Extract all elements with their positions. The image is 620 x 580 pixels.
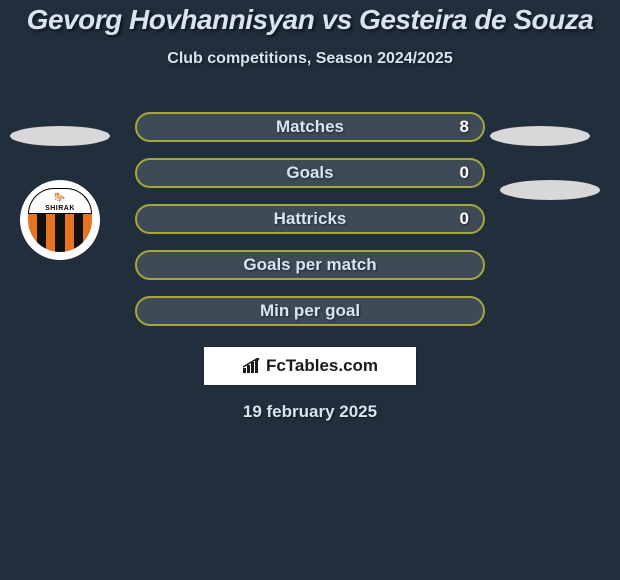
stat-row: Hattricks 0	[135, 204, 485, 234]
stat-label: Matches	[276, 117, 344, 137]
stat-value-right: 0	[460, 209, 469, 229]
oval-top-right	[490, 126, 590, 146]
shirak-stripes	[28, 214, 92, 252]
oval-top-left	[10, 126, 110, 146]
club-name: SHIRAK	[45, 205, 75, 212]
horse-icon: 🐎	[54, 193, 66, 202]
subtitle: Club competitions, Season 2024/2025	[0, 50, 620, 68]
club-badge-left: 🐎 SHIRAK	[20, 180, 100, 260]
chart-icon	[242, 358, 262, 374]
stat-row: Matches 8	[135, 112, 485, 142]
page-title: Gevorg Hovhannisyan vs Gesteira de Souza	[0, 0, 620, 36]
oval-mid-right	[500, 180, 600, 200]
shirak-logo: 🐎 SHIRAK	[28, 188, 92, 252]
stat-label: Hattricks	[274, 209, 347, 229]
stat-row: Goals 0	[135, 158, 485, 188]
stat-label: Goals per match	[243, 255, 376, 275]
stat-value-right: 8	[460, 117, 469, 137]
stat-label: Min per goal	[260, 301, 360, 321]
brand-box[interactable]: FcTables.com	[203, 346, 417, 386]
comparison-card: Gevorg Hovhannisyan vs Gesteira de Souza…	[0, 0, 620, 580]
stat-value-right: 0	[460, 163, 469, 183]
stat-label: Goals	[286, 163, 333, 183]
stat-row: Goals per match	[135, 250, 485, 280]
date-text: 19 february 2025	[0, 402, 620, 422]
brand-text: FcTables.com	[266, 356, 378, 376]
stat-row: Min per goal	[135, 296, 485, 326]
